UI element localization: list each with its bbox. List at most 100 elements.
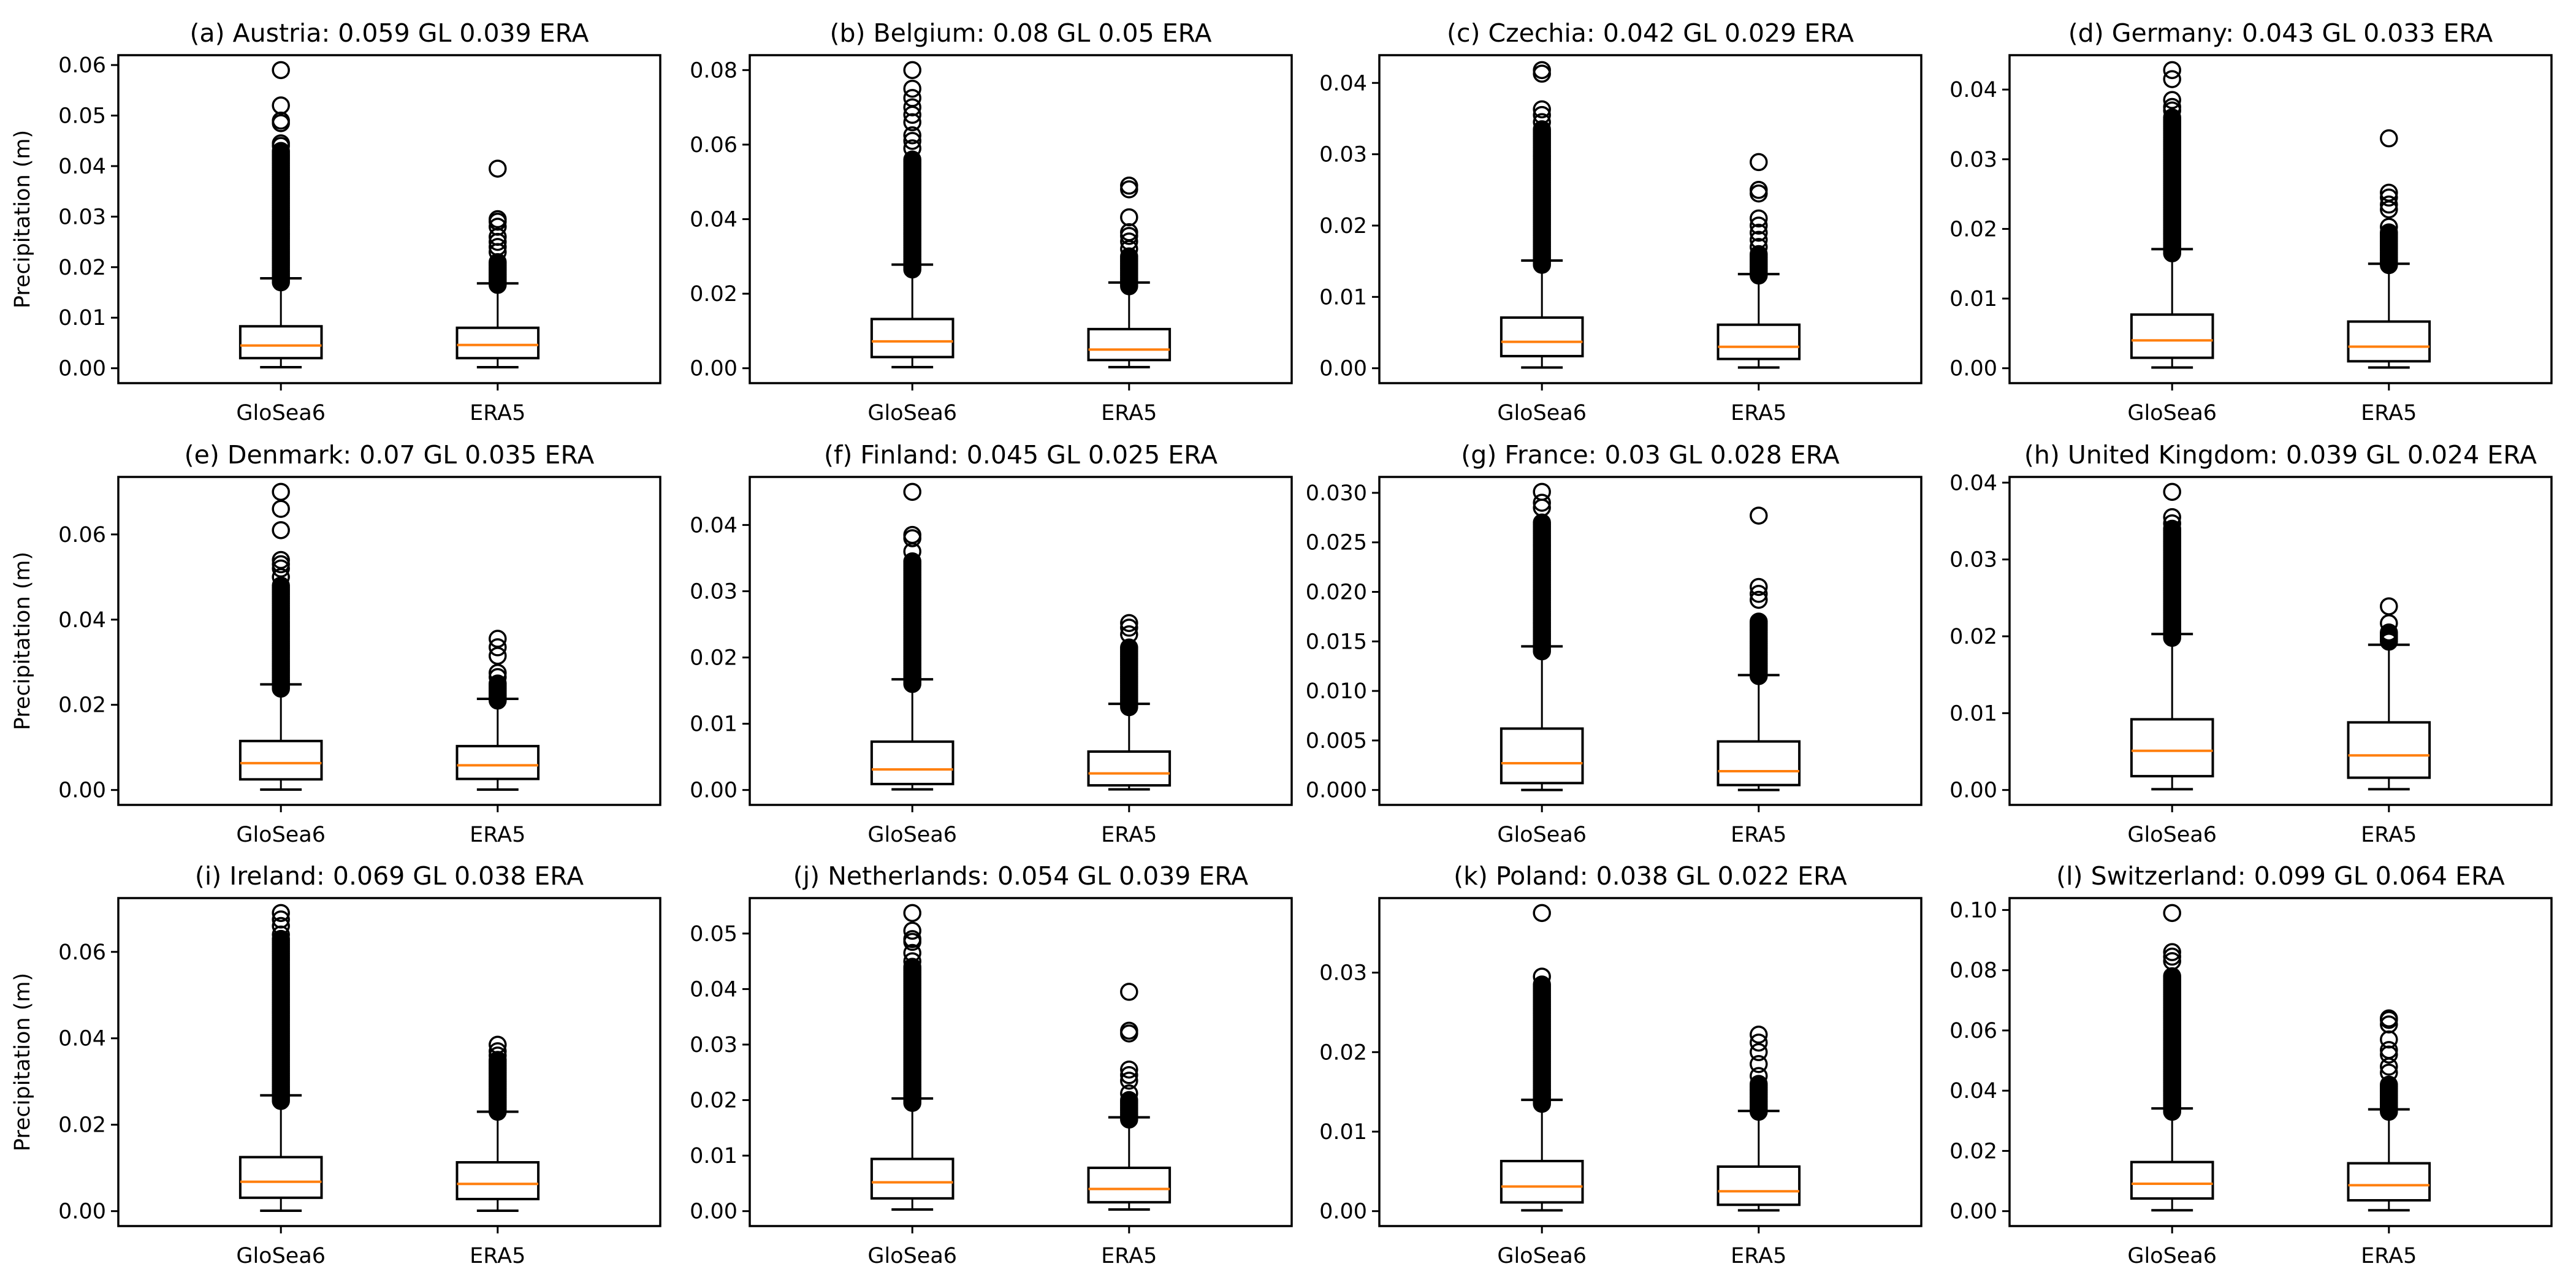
- outlier-point: [1750, 1043, 1768, 1062]
- y-tick-label: 0.04: [1949, 1079, 1997, 1103]
- x-tick-label: GloSea6: [867, 823, 957, 847]
- y-tick-label: 0.08: [1949, 959, 1997, 983]
- outlier-point: [1750, 1026, 1768, 1044]
- iqr-box: [238, 325, 323, 360]
- outlier-point: [489, 238, 507, 256]
- iqr-box: [870, 740, 955, 785]
- subplot-title: (e) Denmark: 0.07 GL 0.035 ERA: [185, 440, 595, 470]
- outlier-point: [1750, 1067, 1768, 1085]
- outlier-point: [1533, 482, 1551, 501]
- box-glosea6: [870, 904, 955, 1211]
- y-tick-label: 0.02: [1949, 625, 1997, 649]
- outlier-point: [272, 916, 290, 935]
- outlier-point: [272, 96, 290, 115]
- outlier-point: [1533, 120, 1551, 139]
- y-tick-label: 0.04: [58, 154, 106, 179]
- y-tick-label: 0.00: [1949, 357, 1997, 381]
- axes-frame: [749, 897, 1293, 1227]
- y-tick-label: 0.04: [58, 608, 106, 633]
- outlier-point: [2163, 508, 2181, 527]
- outlier-point: [1120, 1021, 1138, 1040]
- outlier-point: [272, 550, 290, 570]
- outlier-point: [1533, 100, 1551, 119]
- y-tick-label: 0.06: [58, 53, 106, 78]
- outlier-point: [903, 904, 921, 923]
- box-era5: [1087, 177, 1172, 368]
- subplot-title: (g) France: 0.03 GL 0.028 ERA: [1461, 440, 1839, 470]
- outlier-point: [1533, 904, 1551, 923]
- outlier-point: [2380, 1041, 2398, 1059]
- outlier-point: [489, 1035, 507, 1054]
- outlier-point: [2380, 195, 2398, 214]
- outlier-point: [2380, 1009, 2398, 1028]
- y-tick-label: 0.02: [1319, 1040, 1367, 1065]
- axes-frame: [2008, 897, 2553, 1227]
- subplot-6: (f) Finland: 0.045 GL 0.025 ERA 0.00 0.01 0…: [690, 440, 1293, 847]
- iqr-box: [870, 1157, 955, 1200]
- axes-frame: [117, 476, 661, 806]
- y-tick-label: 0.01: [690, 712, 737, 737]
- iqr-box: [455, 1161, 540, 1200]
- box-era5: [455, 159, 540, 369]
- outlier-point: [2163, 91, 2181, 109]
- subplot-3: (c) Czechia: 0.042 GL 0.029 ERA 0.00 0.01 0…: [1319, 18, 1922, 425]
- x-tick-label: ERA5: [2361, 1244, 2417, 1268]
- subplot-4: (d) Germany: 0.043 GL 0.033 ERA 0.00 0.01 0…: [1949, 18, 2553, 425]
- outlier-point: [272, 482, 290, 501]
- box-glosea6: [870, 482, 955, 791]
- y-tick-label: 0.01: [1949, 287, 1997, 311]
- x-tick-label: ERA5: [1101, 401, 1157, 425]
- outlier-point: [2163, 952, 2181, 970]
- axes-frame: [2008, 54, 2553, 384]
- outlier-point: [1750, 153, 1768, 172]
- outlier-point: [1750, 1075, 1768, 1093]
- outlier-point: [903, 552, 921, 571]
- outlier-point: [489, 210, 507, 229]
- y-tick-label: 0.05: [690, 922, 737, 947]
- iqr-box: [455, 745, 540, 780]
- box-era5: [2347, 129, 2431, 369]
- outlier-point: [2163, 514, 2181, 533]
- axes-frame: [1378, 476, 1922, 806]
- outlier-point: [2380, 1015, 2398, 1034]
- axes-frame: [117, 897, 661, 1227]
- y-tick-label: 0.00: [1949, 1200, 1997, 1224]
- y-tick-label: 0.03: [1949, 548, 1997, 573]
- y-tick-label: 0.00: [690, 357, 737, 381]
- y-tick-label: 0.04: [1949, 78, 1997, 102]
- outlier-point: [1750, 181, 1768, 199]
- y-tick-label: 0.03: [1319, 961, 1367, 986]
- y-tick-label: 0.00: [690, 779, 737, 803]
- x-tick-label: GloSea6: [236, 1244, 326, 1268]
- y-tick-label: 0.00: [1949, 779, 1997, 803]
- x-tick-label: GloSea6: [1497, 823, 1587, 847]
- iqr-box: [2347, 320, 2431, 363]
- x-tick-label: ERA5: [1101, 1244, 1157, 1268]
- iqr-box: [455, 326, 540, 360]
- subplot-title: (j) Netherlands: 0.054 GL 0.039 ERA: [793, 861, 1248, 891]
- y-tick-label: 0.00: [1319, 357, 1367, 381]
- x-tick-label: ERA5: [1731, 401, 1786, 425]
- x-tick-label: ERA5: [470, 823, 525, 847]
- outlier-point: [1750, 577, 1768, 596]
- outlier-point: [1533, 513, 1551, 532]
- outlier-point: [272, 929, 290, 948]
- outlier-point: [1120, 177, 1138, 195]
- y-tick-label: 0.03: [58, 205, 106, 229]
- y-tick-label: 0.010: [1306, 679, 1367, 704]
- iqr-box: [2130, 1160, 2214, 1200]
- box-glosea6: [2130, 904, 2214, 1212]
- subplot-11: (k) Poland: 0.038 GL 0.022 ERA 0.00 0.01 0.…: [1319, 861, 1922, 1268]
- y-tick-label: 0.01: [690, 1144, 737, 1168]
- outlier-point: [2163, 947, 2181, 966]
- y-tick-label: 0.020: [1306, 581, 1367, 605]
- subplot-10: (j) Netherlands: 0.054 GL 0.039 ERA 0.00 0…: [690, 861, 1293, 1268]
- y-tick-label: 0.02: [690, 646, 737, 671]
- outlier-point: [903, 61, 921, 80]
- outlier-point: [2163, 70, 2181, 88]
- outlier-point: [2380, 183, 2398, 202]
- x-tick-label: GloSea6: [236, 401, 326, 425]
- y-tick-label: 0.04: [690, 513, 737, 538]
- outlier-point: [2380, 223, 2398, 242]
